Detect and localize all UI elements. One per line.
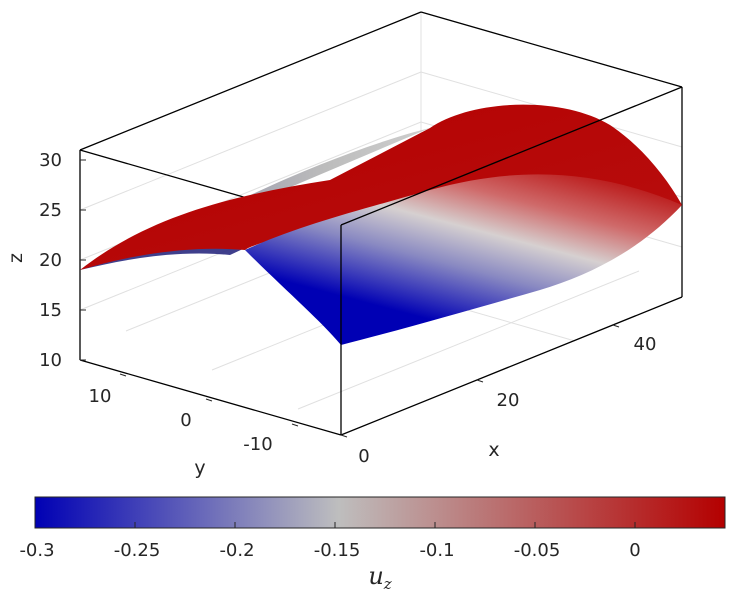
- y-tick-label: 10: [89, 386, 112, 407]
- colorbar-label: uz: [368, 562, 391, 593]
- x-tick-label: 0: [358, 446, 369, 467]
- z-tick-label: 15: [39, 300, 62, 321]
- colorbar-label-main: u: [368, 562, 383, 590]
- z-tick-label: 30: [39, 150, 62, 171]
- surface-back-underside: [80, 247, 245, 270]
- colorbar-tick-label: -0.3: [19, 540, 54, 561]
- y-tick-label: -10: [243, 434, 272, 455]
- x-axis: 0 20 40 x: [340, 324, 657, 467]
- colorbar-tick-label: -0.1: [419, 540, 454, 561]
- surface-front-face: [245, 174, 682, 345]
- z-tick-label: 10: [39, 350, 62, 371]
- x-axis-label: x: [488, 439, 499, 461]
- colorbar-tick-label: -0.15: [314, 540, 361, 561]
- z-axis-label: z: [5, 253, 27, 263]
- colorbar: -0.3 -0.25 -0.2 -0.15 -0.1 -0.05 0 uz: [19, 496, 726, 593]
- x-tick-label: 40: [634, 334, 657, 355]
- axis-box-front: [340, 86, 683, 436]
- y-axis-label: y: [194, 457, 205, 479]
- colorbar-label-sub: z: [383, 575, 392, 593]
- z-axis: 30 25 20 15 10 z: [5, 150, 86, 371]
- y-tick-label: 0: [180, 410, 191, 431]
- z-tick-label: 20: [39, 250, 62, 271]
- x-tick-label: 20: [497, 390, 520, 411]
- z-tick-label: 25: [39, 200, 62, 221]
- y-axis: 10 0 -10 y: [89, 373, 299, 479]
- colorbar-gradient: [34, 496, 726, 529]
- colorbar-tick-label: -0.2: [219, 540, 254, 561]
- colorbar-tick-label: -0.25: [114, 540, 161, 561]
- colorbar-tick-label: -0.05: [514, 540, 561, 561]
- surface-crown: [80, 104, 682, 270]
- colorbar-tick-label: 0: [629, 540, 640, 561]
